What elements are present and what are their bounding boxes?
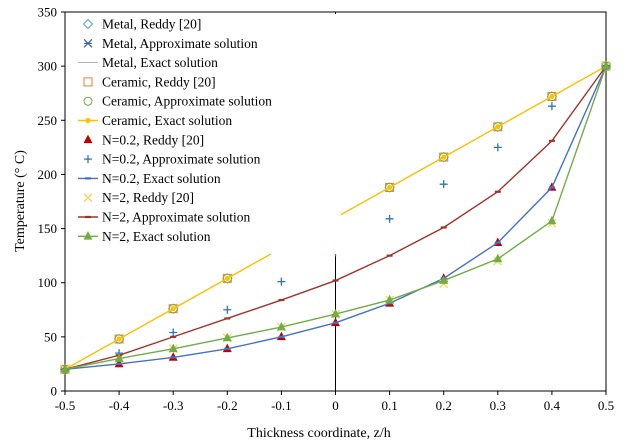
- legend-item: Metal, Exact solution: [78, 55, 218, 70]
- legend-marker: [83, 231, 93, 240]
- y-tick-label: 50: [44, 329, 57, 344]
- y-tick-label: 100: [38, 275, 58, 290]
- legend-item: N=2, Reddy [20]: [83, 190, 194, 205]
- data-point: [439, 275, 449, 284]
- legend-marker: [85, 117, 91, 124]
- data-point: [222, 332, 232, 342]
- y-tick-label: 350: [38, 5, 58, 20]
- data-point: [169, 328, 178, 337]
- legend-background: [73, 14, 341, 254]
- data-point: [387, 184, 393, 191]
- data-point: [224, 275, 230, 281]
- legend-label: N=0.2, Reddy [20]: [102, 132, 204, 147]
- y-axis-title: Temperature (° C): [13, 150, 28, 252]
- legend-marker: [82, 18, 94, 30]
- data-point: [170, 306, 176, 312]
- legend-item: Ceramic, Approximate solution: [83, 94, 272, 109]
- data-point: [441, 154, 447, 160]
- legend-item: N=0.2, Reddy [20]: [83, 132, 204, 147]
- legend-label: Metal, Approximate solution: [102, 36, 258, 51]
- series-12: [60, 61, 611, 373]
- data-point: [493, 253, 503, 263]
- axes: -0.5 -0.4 -0.3 -0.2 -0.1 0 0.1 0.2 0.3 0.4 0.5 0 50 1…: [38, 5, 615, 414]
- legend-item: Ceramic, Reddy [20]: [83, 74, 216, 89]
- x-tick-label: 0.2: [436, 398, 452, 413]
- x-tick-label: -0.2: [217, 398, 238, 413]
- y-tick-label: 0: [51, 384, 58, 399]
- legend-item: N=0.2, Approximate solution: [84, 152, 261, 167]
- data-point: [168, 343, 178, 353]
- x-tick-label: 0.4: [544, 398, 561, 413]
- x-tick-label: -0.1: [271, 398, 292, 413]
- y-tick-label: 150: [38, 221, 58, 236]
- legend-marker: [83, 193, 93, 203]
- y-tick-label: 200: [38, 167, 58, 182]
- x-tick-label: 0.3: [490, 398, 506, 413]
- x-tick-label: -0.4: [109, 398, 130, 413]
- legend-label: N=2, Reddy [20]: [102, 190, 194, 205]
- x-tick-label: -0.5: [55, 398, 76, 413]
- data-point: [116, 336, 122, 342]
- x-tick-label: 0: [332, 398, 339, 413]
- data-point: [495, 124, 501, 130]
- legend-label: Ceramic, Reddy [20]: [102, 74, 216, 89]
- data-point: [385, 294, 395, 304]
- legend-marker: [84, 155, 92, 164]
- legend-label: Metal, Exact solution: [102, 55, 218, 70]
- data-point: [276, 321, 286, 331]
- legend-label: N=0.2, Approximate solution: [102, 152, 261, 167]
- x-tick-label: 0.5: [598, 398, 614, 413]
- data-point: [549, 93, 555, 100]
- plot-area: [59, 60, 612, 375]
- data-point: [547, 102, 556, 111]
- legend-label: N=2, Exact solution: [102, 229, 211, 244]
- legend-marker: [83, 96, 93, 106]
- legend-item: Metal, Reddy [20]: [82, 17, 201, 32]
- data-point: [60, 364, 70, 373]
- data-point: [223, 305, 232, 314]
- data-point: [114, 353, 124, 362]
- legend-marker: [83, 134, 93, 144]
- legend-item: N=0.2, Exact solution: [78, 171, 221, 186]
- legend-item: Metal, Approximate solution: [83, 36, 258, 51]
- data-point: [331, 308, 340, 318]
- legend-item: Ceramic, Exact solution: [78, 113, 232, 128]
- data-point: [601, 61, 611, 70]
- y-tick-label: 300: [38, 59, 58, 74]
- data-point: [277, 277, 286, 286]
- x-axis-title: Thickness coordinate, z/h: [247, 426, 390, 441]
- data-point: [385, 214, 394, 223]
- x-tick-label: 0.1: [381, 398, 397, 413]
- legend-label: Metal, Reddy [20]: [102, 17, 201, 32]
- legend: Metal, Reddy [20] Metal, Approximate solu…: [73, 14, 341, 254]
- legend-label: N=2, Approximate solution: [102, 210, 250, 225]
- x-tick-label: -0.3: [163, 398, 184, 413]
- legend-label: N=0.2, Exact solution: [102, 171, 221, 186]
- legend-item: N=2, Exact solution: [78, 229, 211, 244]
- y-tick-label: 250: [38, 113, 58, 128]
- data-point: [547, 215, 557, 225]
- legend-item: N=2, Approximate solution: [78, 210, 250, 225]
- legend-label: Ceramic, Approximate solution: [102, 94, 272, 109]
- legend-marker: [83, 38, 93, 48]
- data-point: [439, 180, 448, 189]
- legend-label: Ceramic, Exact solution: [102, 113, 232, 128]
- data-point: [493, 143, 502, 152]
- legend-marker: [83, 77, 93, 87]
